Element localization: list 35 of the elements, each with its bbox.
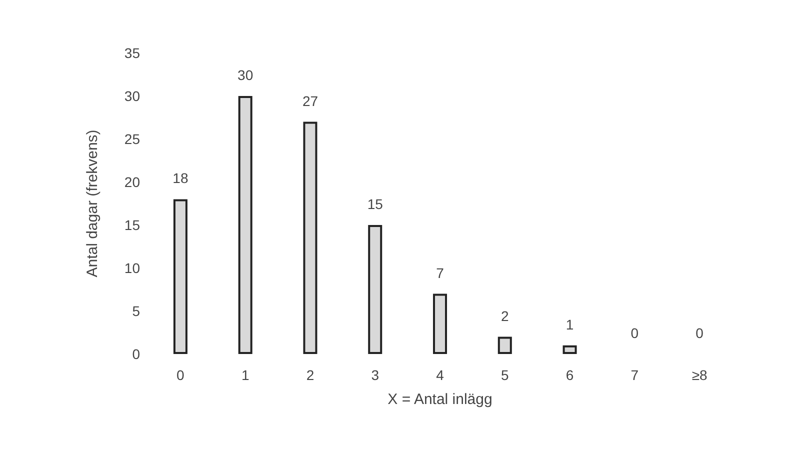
x-tick-label: 6 [566, 367, 574, 383]
y-tick-label: 15 [124, 217, 140, 233]
x-tick-label: 4 [436, 367, 444, 383]
data-label: 7 [436, 264, 444, 281]
x-tick-label: 0 [176, 367, 185, 383]
data-label: 30 [238, 67, 254, 83]
x-tick-label: 2 [306, 367, 314, 383]
data-label: 15 [367, 196, 384, 212]
x-axis-title: X = Antal inlägg [388, 391, 492, 408]
y-tick-label: 35 [124, 45, 140, 61]
y-tick-label: 25 [124, 131, 140, 147]
bar [368, 225, 382, 354]
data-label: 0 [696, 325, 704, 341]
x-tick-label: 3 [371, 367, 380, 383]
bar [562, 345, 577, 354]
x-tick-label: 7 [630, 367, 639, 383]
data-label: 1 [566, 316, 574, 332]
y-tick-label: 0 [132, 346, 140, 362]
y-tick-label: 30 [124, 88, 140, 104]
data-label: 18 [172, 170, 188, 186]
data-label: 2 [500, 308, 509, 324]
bar [173, 199, 188, 354]
y-tick-label: 10 [124, 260, 140, 276]
data-label: 0 [630, 325, 639, 341]
x-tick-label: ≥8 [692, 367, 708, 383]
x-tick-label: 1 [241, 367, 250, 383]
x-tick-label: 5 [500, 367, 509, 383]
y-tick-label: 20 [124, 174, 140, 190]
bar [303, 122, 318, 354]
bar [433, 294, 447, 354]
bar [238, 96, 252, 354]
bar [498, 336, 512, 354]
y-tick-label: 5 [132, 303, 140, 319]
data-label: 27 [302, 92, 318, 109]
y-axis-title: Antal dagar (frekvens) [84, 130, 101, 278]
